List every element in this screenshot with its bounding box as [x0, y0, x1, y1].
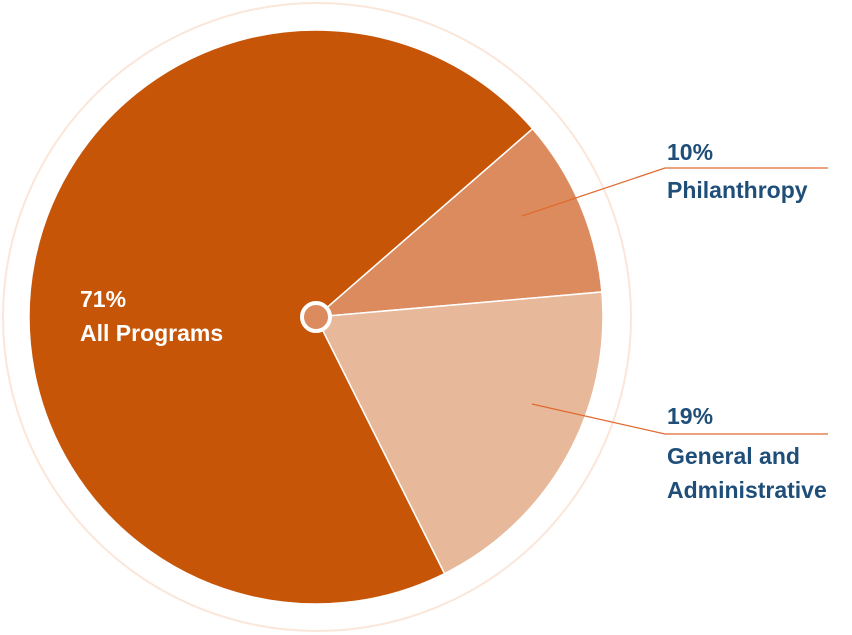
slice-label-general-percent: 19% — [667, 403, 713, 429]
slice-label-philanthropy-name: Philanthropy — [667, 177, 808, 203]
slices-layer — [28, 29, 604, 605]
leader-line-philanthropy — [521, 167, 828, 217]
slice-label-philanthropy-percent: 10% — [667, 139, 713, 165]
center-marker — [300, 301, 332, 333]
slice-label-programs-name: All Programs — [80, 320, 223, 346]
slice-label-general-name-line2: Administrative — [667, 477, 827, 503]
leader-lines — [521, 167, 828, 435]
leader-line-general-administrative — [531, 403, 828, 435]
slice-label-programs-percent: 71% — [80, 286, 126, 312]
slice-programs — [28, 29, 534, 605]
outer-ring — [2, 2, 632, 632]
slice-general-administrative — [314, 291, 604, 575]
slice-philanthropy — [313, 127, 603, 318]
slice-label-general-name-line1: General and — [667, 443, 800, 469]
